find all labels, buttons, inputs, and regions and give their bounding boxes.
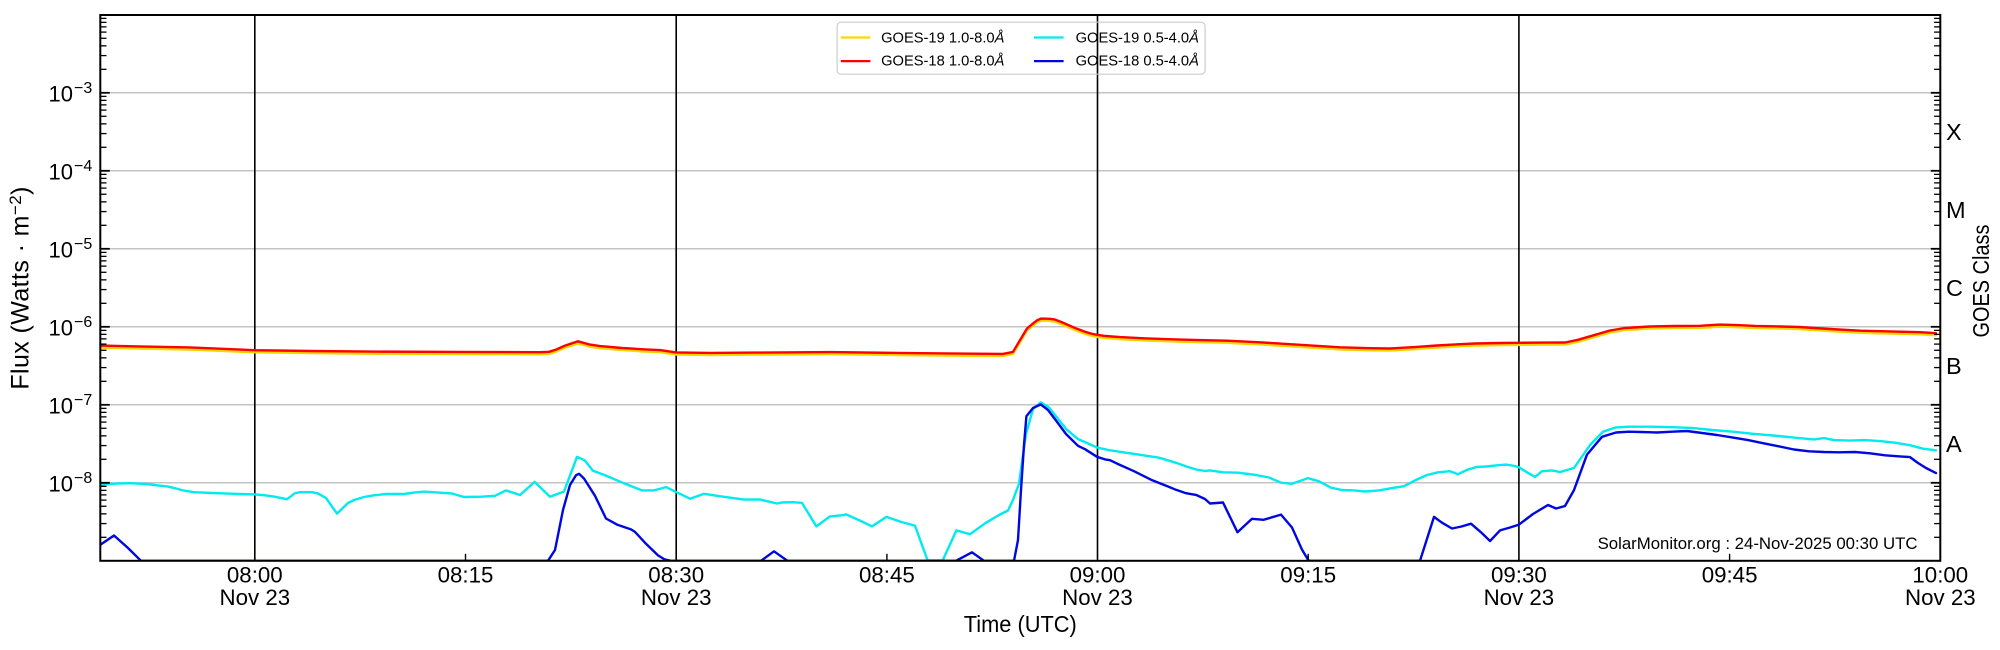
svg-text:Nov 23: Nov 23 xyxy=(1484,585,1555,610)
svg-text:Time (UTC): Time (UTC) xyxy=(964,611,1077,637)
svg-text:09:45: 09:45 xyxy=(1702,562,1758,587)
svg-text:08:15: 08:15 xyxy=(438,562,494,587)
svg-text:09:15: 09:15 xyxy=(1280,562,1336,587)
svg-text:10:00: 10:00 xyxy=(1912,562,1968,587)
svg-text:GOES-18 0.5-4.0Å: GOES-18 0.5-4.0Å xyxy=(1076,53,1199,70)
svg-text:C: C xyxy=(1946,275,1963,301)
svg-text:10: 10 xyxy=(49,237,73,262)
svg-text:10: 10 xyxy=(49,315,73,340)
svg-text:GOES-19 0.5-4.0Å: GOES-19 0.5-4.0Å xyxy=(1076,29,1199,46)
svg-text:Nov 23: Nov 23 xyxy=(641,585,712,610)
svg-text:10: 10 xyxy=(49,159,73,184)
svg-text:−4: −4 xyxy=(74,158,92,175)
svg-text:SolarMonitor.org : 24-Nov-2025: SolarMonitor.org : 24-Nov-2025 00:30 UTC xyxy=(1598,534,1918,553)
svg-text:−7: −7 xyxy=(74,392,92,409)
svg-text:08:45: 08:45 xyxy=(859,562,915,587)
svg-text:Nov 23: Nov 23 xyxy=(1905,585,1976,610)
svg-text:M: M xyxy=(1946,197,1966,223)
svg-text:10: 10 xyxy=(49,393,73,418)
svg-text:Nov 23: Nov 23 xyxy=(1062,585,1133,610)
svg-text:A: A xyxy=(1946,431,1962,457)
svg-text:09:30: 09:30 xyxy=(1491,562,1547,587)
svg-text:10: 10 xyxy=(49,81,73,106)
svg-text:08:00: 08:00 xyxy=(227,562,283,587)
svg-text:−3: −3 xyxy=(74,80,92,97)
svg-text:B: B xyxy=(1946,353,1962,379)
svg-text:GOES-19 1.0-8.0Å: GOES-19 1.0-8.0Å xyxy=(881,29,1004,46)
svg-text:09:00: 09:00 xyxy=(1070,562,1126,587)
svg-text:08:30: 08:30 xyxy=(648,562,704,587)
svg-text:Nov 23: Nov 23 xyxy=(219,585,290,610)
svg-text:−8: −8 xyxy=(74,470,92,487)
svg-text:GOES Class: GOES Class xyxy=(1968,225,1994,338)
svg-text:−5: −5 xyxy=(74,236,92,253)
svg-text:−6: −6 xyxy=(74,314,92,331)
svg-text:Flux (Watts · m−2): Flux (Watts · m−2) xyxy=(6,186,35,389)
svg-text:X: X xyxy=(1946,119,1962,145)
svg-text:GOES-18 1.0-8.0Å: GOES-18 1.0-8.0Å xyxy=(881,53,1004,70)
svg-text:10: 10 xyxy=(49,471,73,496)
